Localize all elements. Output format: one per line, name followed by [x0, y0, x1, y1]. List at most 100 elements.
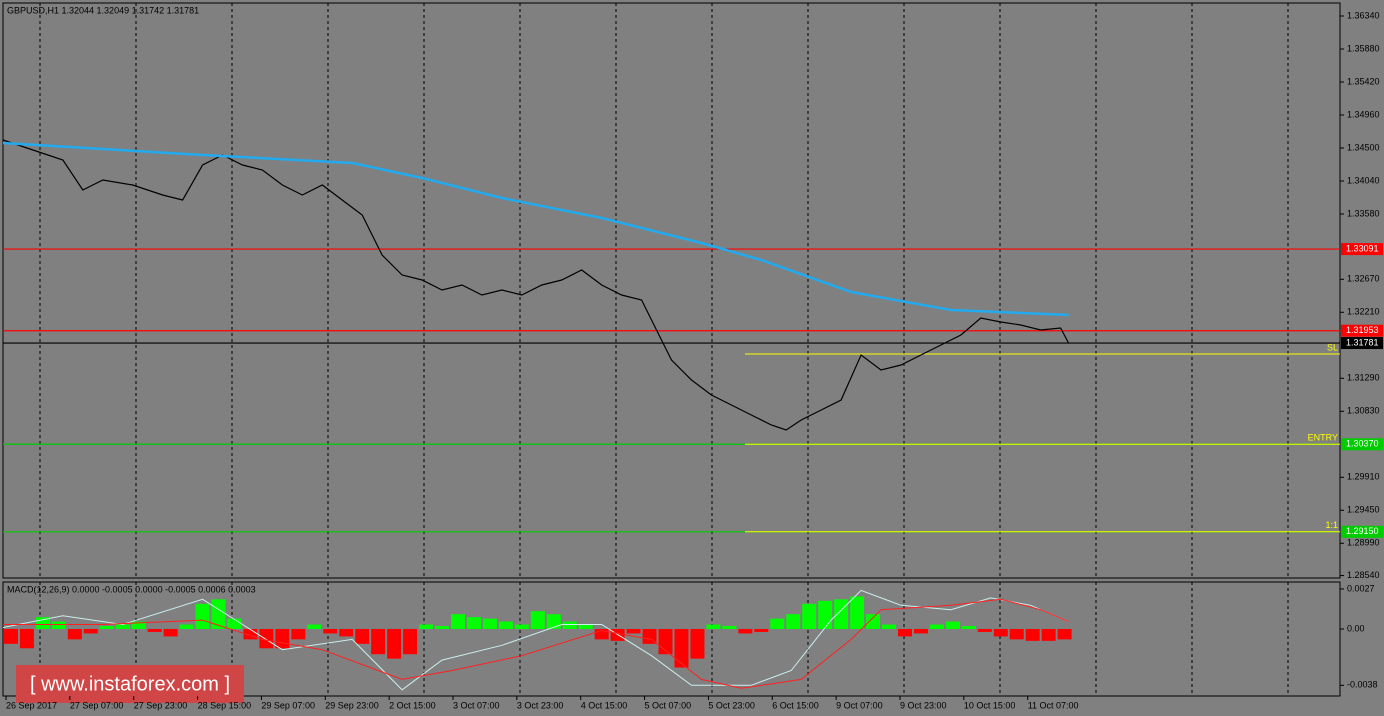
level-label: 1.29150 — [1346, 526, 1379, 536]
histogram-bar — [51, 621, 66, 629]
y-tick-label: 0.0027 — [1347, 583, 1375, 593]
histogram-bar — [1009, 628, 1024, 640]
histogram-bar — [243, 628, 258, 640]
x-tick-label: 5 Oct 23:00 — [708, 700, 755, 710]
histogram-bar — [211, 599, 226, 629]
histogram-bar — [530, 611, 545, 629]
histogram-bar — [339, 628, 354, 637]
x-tick-label: 11 Oct 07:00 — [1028, 700, 1079, 710]
histogram-bar — [929, 624, 944, 629]
histogram-bar — [83, 628, 98, 634]
histogram-bar — [961, 626, 976, 629]
histogram-bar — [674, 628, 689, 668]
macd-line — [3, 598, 1069, 689]
day-grid — [39, 3, 1289, 696]
macd-line — [2, 589, 1069, 691]
y-tick-label: 1.31290 — [1347, 373, 1380, 383]
x-tick-label: 2 Oct 15:00 — [389, 700, 436, 710]
histogram-bar — [291, 628, 306, 640]
histogram-bar — [993, 628, 1008, 637]
histogram-bar — [754, 628, 769, 632]
histogram-bar — [546, 614, 561, 629]
histogram-bar — [3, 628, 18, 644]
histogram-bar — [1041, 628, 1056, 641]
histogram-bar — [323, 628, 338, 634]
histogram-bar — [35, 617, 50, 629]
x-tick-label: 10 Oct 15:00 — [964, 700, 1016, 710]
trade-line-label: SL — [1327, 342, 1338, 352]
histogram-bar — [690, 628, 705, 659]
y-tick-label: -0.0038 — [1347, 680, 1378, 690]
histogram-bar — [179, 624, 194, 629]
histogram-bar — [19, 628, 34, 649]
y-tick-label: 1.29450 — [1347, 505, 1380, 515]
histogram-bar — [115, 624, 130, 629]
level-label: 1.30370 — [1346, 439, 1379, 449]
histogram-bar — [738, 628, 753, 634]
histogram-bar — [818, 600, 833, 629]
x-tick-label: 5 Oct 07:00 — [645, 700, 692, 710]
level-label-box — [1341, 243, 1383, 256]
histogram-bar — [307, 624, 322, 629]
histogram-bar — [514, 624, 529, 629]
x-tick-label: 9 Oct 07:00 — [836, 700, 883, 710]
histogram-bar — [770, 618, 785, 629]
x-tick-label: 6 Oct 15:00 — [772, 700, 819, 710]
macd-title: MACD(12,26,9) 0.0000 -0.0005 0.0000 -0.0… — [7, 584, 256, 594]
histogram-bar — [131, 621, 146, 629]
main-panel — [2, 2, 1341, 579]
histogram-bar — [195, 603, 210, 629]
histogram-bar — [882, 624, 897, 629]
histogram-bar — [99, 626, 114, 629]
y-tick-label: 1.35880 — [1347, 43, 1380, 53]
histogram-bar — [482, 618, 497, 629]
y-tick-label: 1.36340 — [1347, 10, 1380, 20]
x-tick-label: 3 Oct 23:00 — [517, 700, 564, 710]
histogram-bar — [913, 628, 928, 634]
y-tick-label: 1.30830 — [1347, 406, 1380, 416]
histogram-bar — [355, 628, 370, 644]
x-tick-label: 4 Oct 15:00 — [581, 700, 628, 710]
histogram-bar — [259, 628, 274, 649]
y-tick-label: 1.28540 — [1347, 570, 1380, 580]
level-label: 1.31953 — [1346, 325, 1379, 335]
histogram-bar — [275, 628, 290, 649]
histogram-bar — [626, 628, 641, 634]
watermark-box — [16, 665, 244, 703]
histogram-bar — [1057, 628, 1072, 640]
x-tick-label: 26 Sep 2017 — [6, 700, 57, 710]
y-tick-label: 1.29910 — [1347, 472, 1380, 482]
histogram-bar — [562, 621, 577, 629]
y-tick-label: 0.00 — [1347, 623, 1365, 633]
histogram-bar — [897, 628, 912, 637]
level-label: 1.33091 — [1346, 243, 1379, 253]
histogram-bar — [802, 603, 817, 629]
histogram-bar — [722, 626, 737, 629]
level-label-box — [1341, 438, 1383, 451]
y-tick-label: 1.34040 — [1347, 175, 1380, 185]
histogram-bar — [147, 628, 162, 632]
histogram-bar — [387, 628, 402, 659]
histogram-bar — [1025, 628, 1040, 641]
y-tick-label: 1.34500 — [1347, 142, 1380, 152]
price-line — [2, 141, 1069, 317]
y-tick-label: 1.32670 — [1347, 274, 1380, 284]
level-label-box — [1341, 324, 1383, 337]
histogram-bar — [435, 626, 450, 629]
y-tick-label: 1.33580 — [1347, 208, 1380, 218]
trade-line-label: ENTRY — [1308, 433, 1338, 443]
x-tick-label: 27 Sep 23:00 — [134, 700, 188, 710]
x-tick-label: 27 Sep 07:00 — [70, 700, 124, 710]
histogram-bar — [945, 621, 960, 629]
y-tick-label: 1.28990 — [1347, 538, 1380, 548]
histogram-bar — [227, 618, 242, 629]
x-tick-label: 9 Oct 23:00 — [900, 700, 947, 710]
level-label-box — [1341, 337, 1383, 350]
histogram-bar — [466, 617, 481, 629]
histogram-bar — [977, 628, 992, 632]
x-tick-label: 29 Sep 07:00 — [261, 700, 315, 710]
x-tick-label: 3 Oct 07:00 — [453, 700, 500, 710]
level-label-box — [1341, 525, 1383, 538]
